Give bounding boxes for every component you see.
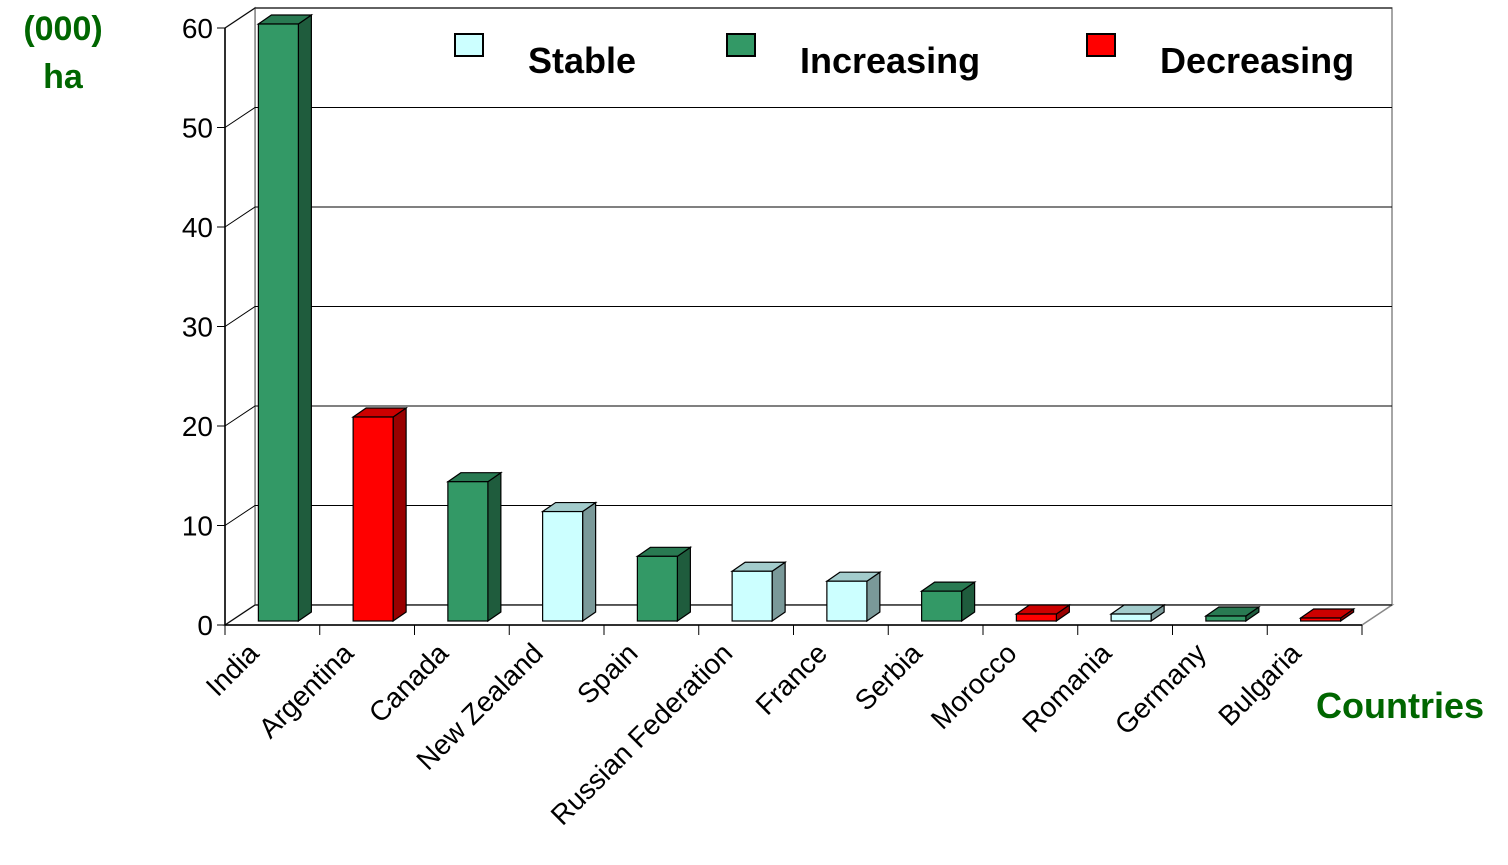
- bar: [1205, 615, 1247, 622]
- legend-swatch: [726, 33, 756, 57]
- bar-side: [582, 501, 597, 623]
- legend-swatch: [1086, 33, 1116, 57]
- bar: [1300, 617, 1342, 622]
- x-tick-label: Argentina: [253, 637, 360, 744]
- bar: [1110, 613, 1152, 622]
- legend-label: Decreasing: [1160, 40, 1354, 81]
- grid-line: [224, 505, 1392, 526]
- bar: [542, 510, 584, 622]
- bar-side: [676, 546, 691, 623]
- x-tick-label: Morocco: [925, 637, 1023, 735]
- x-tick-label: Romania: [1016, 637, 1117, 738]
- y-axis-label: ha: [43, 58, 84, 96]
- bar-side: [771, 561, 786, 623]
- bar: [921, 590, 963, 622]
- x-tick-label: India: [200, 637, 265, 702]
- y-axis-label: (000): [23, 10, 102, 48]
- bar: [826, 580, 868, 622]
- bar: [257, 23, 299, 622]
- x-tick-label: Germany: [1109, 637, 1212, 740]
- x-axis-label: Countries: [1316, 685, 1484, 726]
- legend-swatch: [454, 33, 484, 57]
- x-tick-label: Bulgaria: [1212, 637, 1307, 732]
- x-tick-label: Russian Federation: [545, 637, 739, 831]
- grid-line: [224, 604, 1392, 626]
- bar: [447, 481, 489, 622]
- y-tick-label: 10: [182, 511, 213, 542]
- y-tick-label: 30: [182, 312, 213, 343]
- bar: [1015, 613, 1057, 622]
- grid-line: [224, 107, 1392, 128]
- legend-label: Increasing: [800, 40, 980, 81]
- bar: [352, 416, 394, 622]
- bar: [636, 555, 678, 622]
- bar-side: [297, 13, 312, 623]
- bar-side: [487, 471, 502, 623]
- x-tick-label: Canada: [363, 637, 455, 729]
- x-tick-label: Spain: [571, 637, 644, 710]
- y-tick-label: 20: [182, 411, 213, 442]
- y-tick-label: 60: [182, 13, 213, 44]
- grid-line: [224, 7, 1392, 29]
- x-tick-label: Serbia: [849, 637, 928, 716]
- bar-side: [392, 406, 407, 623]
- y-tick-label: 50: [182, 113, 213, 144]
- y-tick-label: 0: [197, 610, 213, 641]
- grid-line: [224, 206, 1392, 228]
- bar: [731, 570, 773, 622]
- x-tick-label: France: [750, 637, 834, 721]
- legend-label: Stable: [528, 40, 636, 81]
- grid-line: [224, 306, 1392, 327]
- grid-line: [224, 405, 1392, 427]
- y-tick-label: 40: [182, 212, 213, 243]
